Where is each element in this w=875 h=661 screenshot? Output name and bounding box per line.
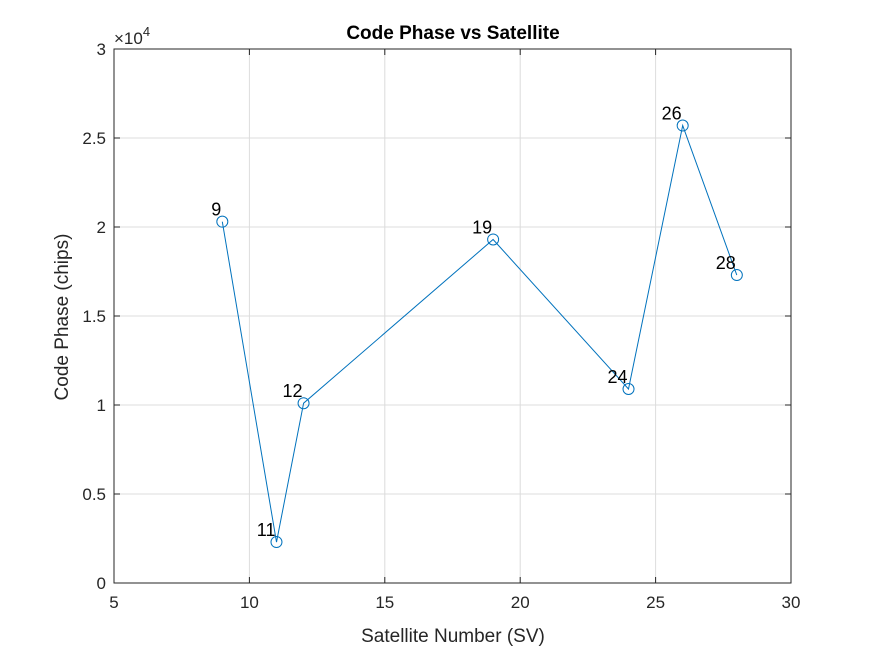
grid <box>113 48 792 584</box>
point-label: 28 <box>716 253 736 273</box>
y-axis-label: Code Phase (chips) <box>52 234 73 401</box>
point-label: 12 <box>283 381 303 401</box>
data-point <box>487 233 500 246</box>
data-point <box>730 269 743 282</box>
x-tick-label: 10 <box>240 593 259 612</box>
y-axis-exponent: ×104 <box>114 24 150 48</box>
y-tick-label: 0 <box>97 574 106 593</box>
data-point <box>270 536 283 549</box>
y-tick-label: 1 <box>97 396 106 415</box>
x-tick-label: 5 <box>109 593 118 612</box>
data-point <box>216 215 229 228</box>
data-point <box>676 119 689 132</box>
point-label: 24 <box>607 367 627 387</box>
y-tick-label: 2.5 <box>82 129 106 148</box>
x-tick-label: 30 <box>782 593 801 612</box>
series-line <box>221 123 738 543</box>
chart-title: Code Phase vs Satellite <box>346 23 559 44</box>
ticks: 5 10 15 20 25 30 0 0.5 1 1.5 2 2.5 3 <box>82 40 800 612</box>
x-tick-label: 25 <box>646 593 665 612</box>
x-tick-label: 20 <box>511 593 530 612</box>
x-tick-label: 15 <box>375 593 394 612</box>
y-tick-label: 0.5 <box>82 485 106 504</box>
data-point <box>297 397 310 410</box>
y-tick-label: 3 <box>97 40 106 59</box>
y-tick-label: 1.5 <box>82 307 106 326</box>
point-label: 9 <box>211 200 221 220</box>
point-label: 26 <box>662 104 682 124</box>
point-label: 11 <box>257 520 276 540</box>
point-labels: 9 11 12 19 24 26 28 <box>211 104 736 541</box>
x-axis-label: Satellite Number (SV) <box>361 626 545 647</box>
point-label: 19 <box>472 217 492 237</box>
data-point <box>622 382 635 395</box>
data-series <box>216 119 743 549</box>
y-tick-label: 2 <box>97 218 106 237</box>
y-axis-exponent-base: ×10 <box>114 29 143 48</box>
y-axis-exponent-power: 4 <box>143 24 150 39</box>
